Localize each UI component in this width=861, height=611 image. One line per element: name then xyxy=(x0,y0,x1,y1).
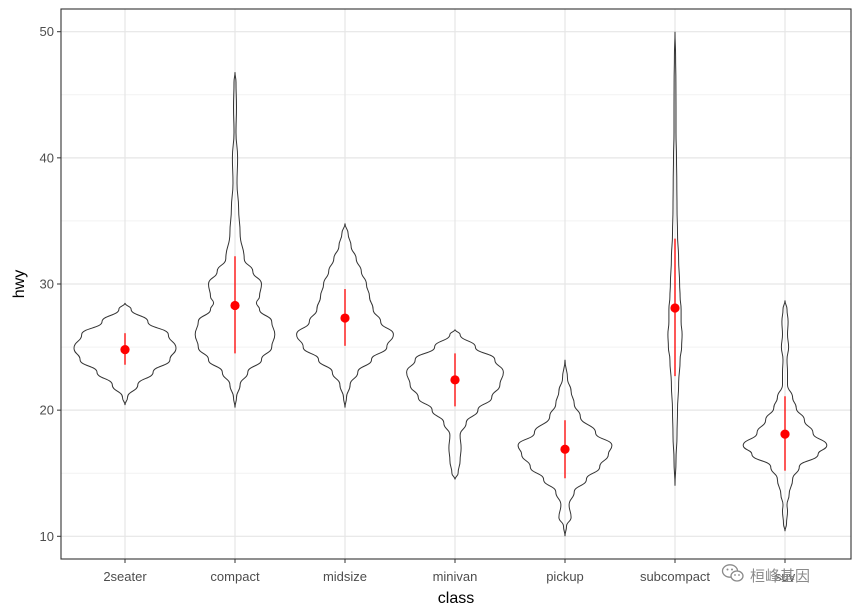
x-tick-label-suv: suv xyxy=(775,569,796,584)
mean-point-subcompact xyxy=(670,303,680,313)
y-axis-title: hwy xyxy=(11,270,28,298)
x-tick-label-midsize: midsize xyxy=(323,569,367,584)
y-tick-label-10: 10 xyxy=(40,529,54,544)
violin-pickup xyxy=(517,359,613,537)
mean-point-midsize xyxy=(340,313,350,323)
x-tick-label-minivan: minivan xyxy=(433,569,478,584)
x-tick-label-subcompact: subcompact xyxy=(640,569,710,584)
x-axis-title: class xyxy=(438,590,474,607)
y-tick-label-20: 20 xyxy=(40,403,54,418)
mean-point-suv xyxy=(780,429,790,439)
violin-subcompact xyxy=(667,31,683,486)
violins xyxy=(73,31,828,537)
violin-midsize xyxy=(296,222,394,408)
violin-suv xyxy=(742,299,828,532)
x-tick-label-pickup: pickup xyxy=(546,569,584,584)
mean-point-2seater xyxy=(120,344,130,355)
watermark-text: 桓峰基因 xyxy=(750,567,810,585)
wechat-icon xyxy=(721,564,744,582)
x-tick-label-compact: compact xyxy=(210,569,260,584)
mean-point-minivan xyxy=(450,375,460,385)
x-tick-label-2seater: 2seater xyxy=(103,569,147,584)
y-tick-label-30: 30 xyxy=(40,277,54,292)
watermark: 桓峰基因 xyxy=(721,564,810,585)
mean-ranges xyxy=(120,238,790,479)
y-tick-label-40: 40 xyxy=(40,150,54,165)
violin-2seater xyxy=(73,302,177,406)
violin-minivan xyxy=(406,328,504,480)
axes: 10 20 30 40 50 2seater compact midsize minivan pi… xyxy=(40,24,796,584)
y-tick-label-50: 50 xyxy=(40,24,54,39)
mean-point-compact xyxy=(230,300,240,311)
violin-compact xyxy=(194,71,276,408)
mean-point-pickup xyxy=(560,444,570,454)
